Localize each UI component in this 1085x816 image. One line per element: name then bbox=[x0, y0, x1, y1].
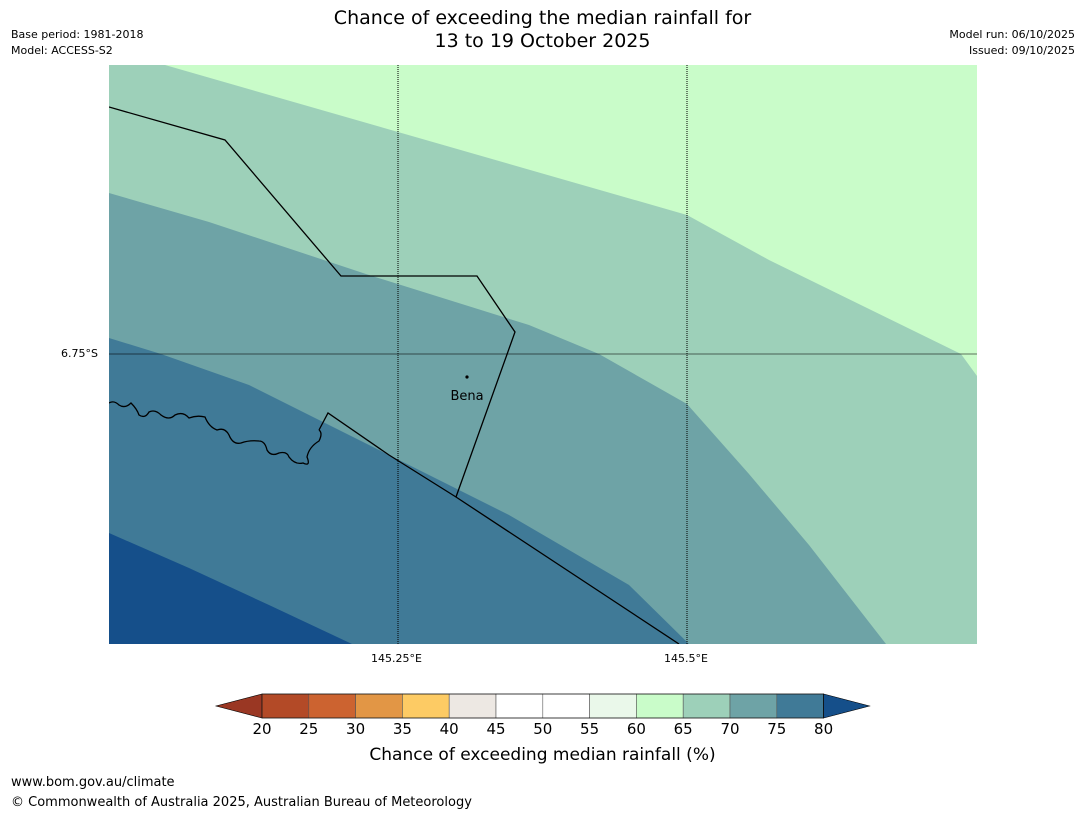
base-period: Base period: 1981-2018 bbox=[11, 28, 144, 41]
colorbar-swatch bbox=[495, 693, 544, 719]
town-marker bbox=[465, 375, 469, 379]
colorbar-over-arrow bbox=[823, 693, 871, 719]
colorbar-tick-label: 30 bbox=[346, 720, 366, 738]
colorbar-tick-label: 45 bbox=[486, 720, 506, 738]
colorbar-swatch bbox=[682, 693, 731, 719]
footer-copyright: © Commonwealth of Australia 2025, Austra… bbox=[11, 795, 472, 810]
coastline bbox=[109, 401, 322, 465]
title-line-2: 13 to 19 October 2025 bbox=[434, 30, 651, 52]
lon-label-1: 145.25°E bbox=[371, 652, 422, 665]
colorbar-tick-label: 25 bbox=[299, 720, 319, 738]
lat-label: 6.75°S bbox=[61, 347, 98, 360]
colorbar-swatch bbox=[355, 693, 403, 719]
colorbar-outline bbox=[261, 693, 824, 719]
colorbar-swatch bbox=[261, 693, 310, 719]
band-75-80 bbox=[109, 338, 689, 644]
province-boundary bbox=[109, 106, 516, 498]
colorbar-tick-label: 55 bbox=[580, 720, 600, 738]
colorbar-tick-label: 35 bbox=[392, 720, 412, 738]
colorbar-tick-label: 20 bbox=[252, 720, 272, 738]
province-boundary-south bbox=[318, 412, 680, 644]
meta-right: Model run: 06/10/2025 Issued: 09/10/2025 bbox=[949, 27, 1075, 59]
rainfall-map: Bena bbox=[109, 65, 977, 644]
colorbar-swatch bbox=[776, 693, 824, 719]
model-name: Model: ACCESS-S2 bbox=[11, 44, 113, 57]
lon-label-2: 145.5°E bbox=[664, 652, 708, 665]
colorbar-tick-label: 70 bbox=[720, 720, 740, 738]
colorbar-under-arrow bbox=[214, 693, 263, 719]
colorbar-tick-label: 60 bbox=[626, 720, 646, 738]
colorbar-swatch bbox=[729, 693, 778, 719]
colorbar-swatch bbox=[448, 693, 497, 719]
title-line-1: Chance of exceeding the median rainfall … bbox=[333, 7, 752, 29]
colorbar bbox=[214, 693, 871, 719]
colorbar-tick-label: 40 bbox=[439, 720, 459, 738]
issued-date: Issued: 09/10/2025 bbox=[968, 44, 1075, 57]
model-run: Model run: 06/10/2025 bbox=[949, 28, 1075, 41]
map-title: Chance of exceeding the median rainfall … bbox=[0, 7, 1085, 53]
colorbar-tick-label: 65 bbox=[673, 720, 693, 738]
footer-url[interactable]: www.bom.gov.au/climate bbox=[11, 775, 175, 790]
colorbar-swatch bbox=[542, 693, 590, 719]
colorbar-swatch bbox=[636, 693, 684, 719]
meta-left: Base period: 1981-2018 Model: ACCESS-S2 bbox=[11, 27, 143, 59]
town-label: Bena bbox=[450, 389, 483, 404]
colorbar-swatch bbox=[402, 693, 450, 719]
colorbar-tick-label: 50 bbox=[533, 720, 553, 738]
colorbar-tick-label: 75 bbox=[767, 720, 787, 738]
colorbar-swatch bbox=[308, 693, 356, 719]
colorbar-swatch bbox=[589, 693, 637, 719]
colorbar-label: Chance of exceeding median rainfall (%) bbox=[369, 745, 716, 765]
colorbar-tick-label: 80 bbox=[814, 720, 834, 738]
band-80-plus bbox=[109, 533, 352, 644]
